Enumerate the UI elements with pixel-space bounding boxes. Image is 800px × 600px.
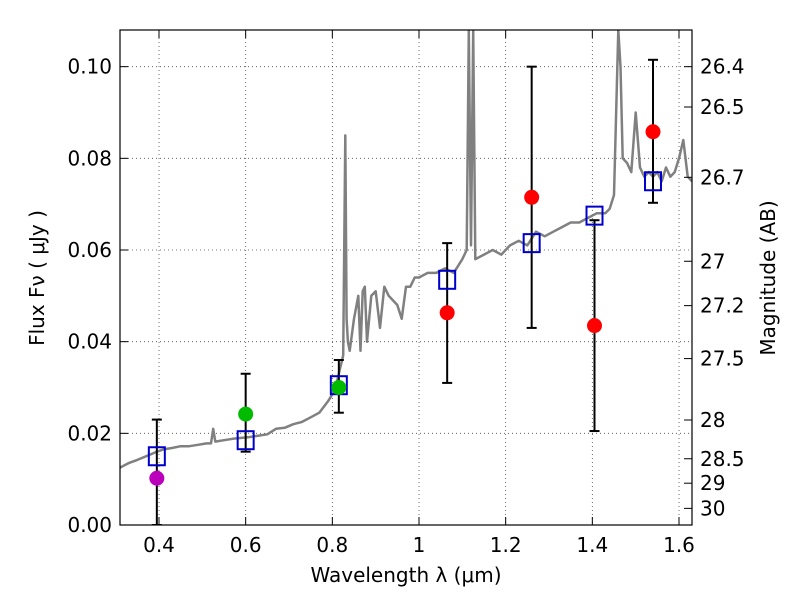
observed-point: [331, 380, 347, 395]
magnitude-tick-label: 29: [700, 471, 725, 495]
magnitude-tick-label: 27: [700, 249, 725, 273]
y-tick-label: 0.06: [67, 238, 112, 262]
model-spectrum-line: [120, 30, 692, 469]
magnitude-tick-label: 28.5: [700, 447, 745, 471]
model-photometry-square: [438, 269, 457, 290]
x-tick-label: 0.8: [316, 533, 348, 557]
magnitude-tick-label: 27.2: [700, 294, 745, 318]
model-photometry-squares: [147, 171, 662, 467]
y-tick-label: 0.00: [67, 513, 112, 537]
y-tick-label: 0.08: [67, 146, 112, 170]
y-tick-label: 0.04: [67, 330, 112, 354]
magnitude-axis-label: Magnitude (AB): [756, 200, 780, 355]
observed-point: [439, 305, 455, 321]
observed-point: [149, 470, 165, 486]
observed-point: [645, 124, 661, 140]
x-tick-label: 0.4: [143, 533, 175, 557]
x-tick-label: 0.6: [230, 533, 262, 557]
observed-photometry-points: [149, 124, 661, 486]
x-tick-label: 1.4: [576, 533, 608, 557]
y-tick-label: 0.10: [67, 55, 112, 79]
magnitude-tick-label: 27.5: [700, 347, 745, 371]
magnitude-tick-label: 30: [700, 496, 725, 520]
x-tick-label: 1.6: [663, 533, 695, 557]
y-axis-label: Flux Fν ( μJy ): [25, 210, 49, 346]
magnitude-tick-label: 28: [700, 408, 725, 432]
grid-lines: [120, 30, 692, 525]
y-axis-ticks: 0.00 0.02 0.04 0.06 0.08 0.10: [67, 55, 128, 537]
x-axis-ticks: 0.4 0.6 0.8 1 1.2 1.4 1.6: [143, 30, 695, 557]
magnitude-tick-label: 26.7: [700, 165, 745, 189]
magnitude-tick-label: 26.4: [700, 55, 745, 79]
model-photometry-square: [522, 233, 541, 254]
model-photometry-square: [585, 205, 604, 226]
x-axis-label: Wavelength λ (μm): [310, 563, 501, 587]
magnitude-tick-label: 26.5: [700, 95, 745, 119]
x-tick-label: 1: [413, 533, 426, 557]
model-photometry-square: [236, 430, 255, 451]
x-tick-label: 1.2: [490, 533, 522, 557]
model-photometry-square: [644, 171, 662, 192]
plot-frame: [119, 29, 693, 526]
observed-point: [524, 189, 540, 205]
observed-point: [238, 406, 254, 422]
y-tick-label: 0.02: [67, 421, 112, 445]
model-photometry-square: [147, 446, 166, 467]
observed-point: [587, 318, 602, 334]
